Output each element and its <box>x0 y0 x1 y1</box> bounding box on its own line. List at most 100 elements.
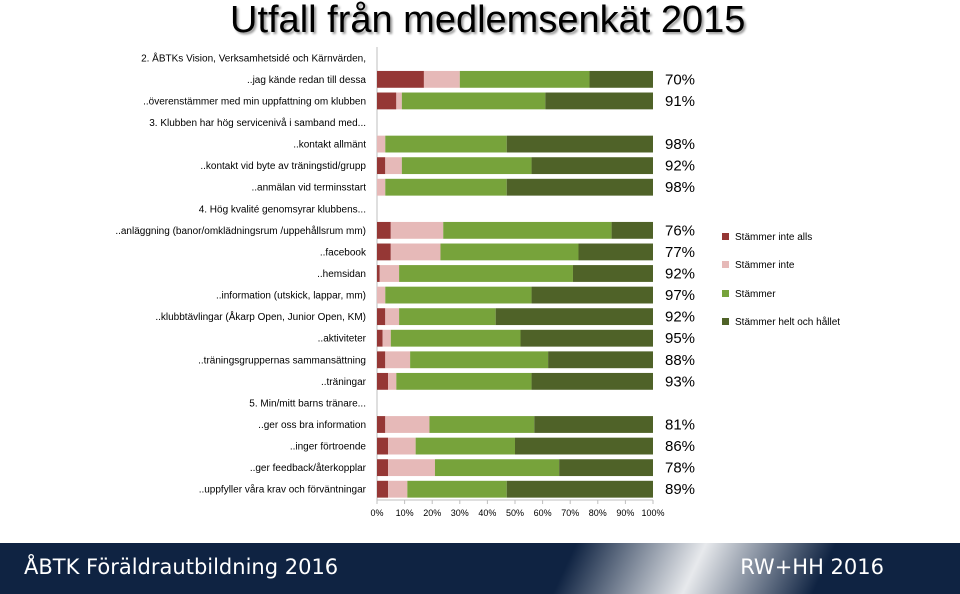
row-percent-label: 98% <box>665 136 695 153</box>
bar-segment <box>385 351 411 369</box>
bar-segment <box>401 92 546 110</box>
row-group-header: 4. Hög kvalité genomsyrar klubbens... <box>199 204 366 215</box>
slide-title: Utfall från medlemsenkät 2015 <box>230 0 746 41</box>
legend-swatch <box>722 290 729 297</box>
x-tick-label: 60% <box>534 508 552 518</box>
bar-segment <box>377 135 386 153</box>
bar-segment <box>385 135 507 153</box>
bar-segment <box>429 416 535 433</box>
bar-segment <box>545 92 653 110</box>
bar-segment <box>415 437 515 455</box>
row-group-header: 3. Klubben har hög servicenivå i samband… <box>149 117 366 129</box>
bar-segment <box>377 308 386 326</box>
bar-segment <box>377 329 383 347</box>
bar-segment <box>459 70 590 88</box>
bar-segment <box>388 437 416 455</box>
bar-segment <box>377 221 391 239</box>
row-label: ..överenstämmer med min uppfattning om k… <box>143 96 366 107</box>
bar-segment <box>440 243 579 261</box>
bar-segment <box>390 221 444 239</box>
bar-segment <box>385 308 400 326</box>
row-group-header: 5. Min/mitt barns tränare... <box>249 398 366 409</box>
bar-segment <box>385 178 507 196</box>
x-tick-label: 0% <box>370 508 383 518</box>
legend-swatch <box>722 318 729 325</box>
bar-segment <box>548 351 653 369</box>
row-label: ..hemsidan <box>317 269 366 280</box>
x-tick-label: 50% <box>506 508 524 518</box>
row-percent-label: 98% <box>665 179 695 196</box>
bar-segment <box>515 437 653 455</box>
legend-label: Stämmer inte alls <box>735 232 812 243</box>
bar-segment <box>434 459 560 477</box>
bar-segment <box>379 265 400 282</box>
row-label: ..inger förtroende <box>290 442 367 453</box>
footer-right-text: RW+HH 2016 <box>740 555 884 579</box>
bar-segment <box>396 92 402 110</box>
bar-segment <box>377 243 391 261</box>
row-percent-label: 70% <box>665 71 695 88</box>
bar-segment <box>385 286 532 304</box>
bar-segment <box>377 351 386 369</box>
legend-swatch <box>722 233 729 240</box>
row-label: ..ger feedback/återkopplar <box>250 462 367 474</box>
bar-segment <box>401 157 532 175</box>
row-label: ..jag kände redan till dessa <box>247 75 366 86</box>
row-percent-label: 92% <box>665 266 695 283</box>
row-percent-label: 81% <box>665 417 695 434</box>
bar-segment <box>390 329 521 347</box>
bar-segment <box>388 372 397 390</box>
bar-segment <box>377 286 386 304</box>
row-percent-label: 76% <box>665 222 695 239</box>
bar-segment <box>531 286 653 304</box>
x-tick-label: 20% <box>423 508 441 518</box>
bar-segment <box>382 329 391 347</box>
row-label: ..klubbtävlingar (Åkarp Open, Junior Ope… <box>155 310 366 323</box>
row-label: ..anläggning (banor/omklädningsrum /uppe… <box>115 225 366 237</box>
row-percent-label: 91% <box>665 93 695 110</box>
bar-segment <box>385 157 402 175</box>
bar-segment <box>390 243 441 261</box>
bar-segment <box>377 157 386 175</box>
row-percent-label: 77% <box>665 244 695 261</box>
row-percent-label: 78% <box>665 460 695 477</box>
row-percent-label: 97% <box>665 287 695 304</box>
bar-segment <box>407 480 507 498</box>
row-percent-label: 88% <box>665 352 695 369</box>
row-label: ..träningsgruppernas sammansättning <box>198 355 366 366</box>
bar-segment <box>377 178 386 196</box>
row-label: ..kontakt vid byte av träningstid/grupp <box>200 161 366 172</box>
row-percent-label: 93% <box>665 373 695 390</box>
row-label: ..aktiviteter <box>318 334 367 345</box>
bar-segment <box>377 416 386 433</box>
row-label: ..anmälan vid terminsstart <box>252 183 367 194</box>
bar-segment <box>589 70 653 88</box>
bar-segment <box>388 459 435 477</box>
legend-label: Stämmer inte <box>735 260 795 271</box>
row-label: ..ger oss bra information <box>258 420 366 431</box>
bar-segment <box>396 372 532 390</box>
bar-segment <box>388 480 408 498</box>
bar-segment <box>578 243 653 261</box>
bar-segment <box>377 480 389 498</box>
x-tick-label: 100% <box>641 508 664 518</box>
bar-segment <box>611 221 653 239</box>
x-tick-label: 80% <box>589 508 607 518</box>
bar-segment <box>531 372 653 390</box>
bar-segment <box>506 480 653 498</box>
bar-segment <box>572 265 653 282</box>
x-tick-label: 90% <box>616 508 634 518</box>
bar-segment <box>410 351 549 369</box>
row-percent-label: 89% <box>665 481 695 498</box>
footer-bar: ÅBTK Föräldrautbildning 2016 RW+HH 2016 <box>0 543 960 594</box>
bar-segment <box>385 416 430 433</box>
bar-segment <box>531 157 653 175</box>
bar-segment <box>506 135 653 153</box>
bar-segment <box>399 265 573 282</box>
bar-segment <box>559 459 653 477</box>
row-percent-label: 86% <box>665 438 695 455</box>
row-percent-label: 92% <box>665 158 695 175</box>
footer-left-text: ÅBTK Föräldrautbildning 2016 <box>24 555 339 579</box>
bar-segment <box>377 70 424 88</box>
legend-swatch <box>722 261 729 268</box>
